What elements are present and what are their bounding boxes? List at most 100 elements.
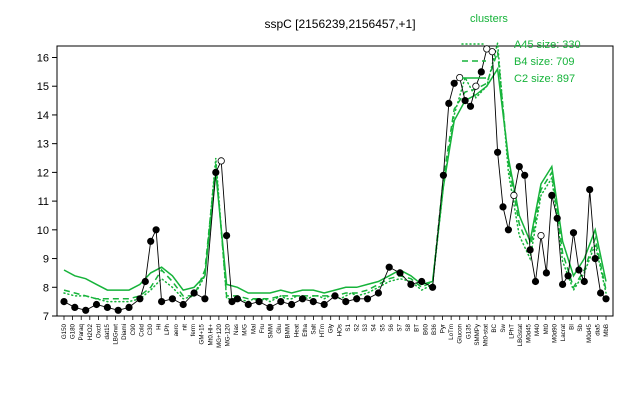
- data-point: [298, 295, 307, 303]
- x-tick-label: MG-120: [224, 323, 231, 346]
- y-tick-label: 12: [37, 167, 49, 179]
- data-point: [591, 255, 599, 263]
- points-layer: [60, 45, 610, 314]
- y-tick-label: 15: [37, 81, 49, 93]
- x-tick-label: dia5: [594, 323, 601, 335]
- x-tick-label: S5: [379, 323, 386, 331]
- data-point: [428, 283, 437, 291]
- data-point: [255, 297, 263, 306]
- data-point: [82, 306, 90, 314]
- data-point: [233, 295, 241, 303]
- x-axis: G150 G180 Paraq H2O2 Oxctl dat15 LBGrwt Diami C9…: [61, 316, 610, 348]
- x-tick-label: HOs: [336, 324, 343, 336]
- observation-line: [63, 48, 607, 311]
- x-tick-label: SMM: [267, 324, 274, 338]
- x-tick-label: BT: [414, 324, 421, 332]
- data-point: [309, 297, 317, 306]
- x-tick-label: S3: [362, 323, 369, 331]
- x-tick-label: Gly: [328, 323, 335, 333]
- y-tick-label: 7: [43, 311, 49, 323]
- x-tick-label: dat15: [104, 323, 111, 339]
- data-point: [244, 300, 252, 309]
- data-point: [531, 277, 540, 286]
- x-tick-label: Salt: [310, 324, 317, 335]
- x-tick-label: Pyr: [440, 324, 447, 333]
- x-tick-label: LBGstat: [517, 324, 524, 347]
- data-point: [103, 303, 112, 311]
- x-tick-label: Sb: [577, 323, 584, 331]
- data-point: [493, 148, 502, 156]
- data-point: [141, 277, 149, 286]
- data-point: [60, 297, 68, 306]
- x-tick-label: BC: [491, 323, 498, 332]
- x-tick-label: S1: [345, 323, 352, 331]
- data-point: [212, 168, 220, 176]
- data-point: [179, 300, 187, 309]
- data-point: [548, 191, 556, 199]
- x-tick-label: Fru: [259, 323, 266, 333]
- data-point: [466, 102, 475, 110]
- x-tick-label: M/G: [242, 324, 249, 336]
- x-tick-label: B36: [431, 323, 438, 335]
- x-tick-label: MbB: [603, 324, 610, 337]
- legend: clusters A45 size: 330 B4 size: 709 C2 s…: [461, 13, 581, 85]
- data-point: [602, 295, 610, 303]
- x-tick-label: LPhT: [508, 324, 515, 339]
- y-tick-label: 10: [37, 225, 49, 237]
- x-tick-label: Mt0.Hl+: [207, 324, 214, 346]
- x-tick-label: Paraq: [78, 323, 85, 340]
- data-point: [472, 82, 480, 90]
- x-tick-label: Glucon: [457, 323, 464, 343]
- data-point: [385, 263, 393, 271]
- x-tick-label: Sw: [500, 323, 507, 332]
- data-point: [223, 232, 231, 240]
- data-point: [320, 300, 328, 309]
- x-tick-label: Heat: [293, 324, 300, 337]
- data-point: [152, 226, 160, 234]
- x-tick-label: Glu: [276, 323, 283, 333]
- data-point: [114, 306, 122, 314]
- x-tick-label: M0d45: [586, 323, 593, 342]
- data-point: [201, 295, 209, 303]
- x-tick-label: S4: [371, 323, 378, 331]
- x-tick-label: G135: [465, 323, 472, 339]
- x-tick-label: S8: [405, 323, 412, 331]
- data-point: [92, 300, 101, 309]
- data-point: [342, 297, 350, 306]
- x-tick-label: Nas: [233, 324, 240, 335]
- data-point: [553, 214, 561, 222]
- data-point: [569, 229, 578, 237]
- data-point: [521, 171, 529, 179]
- data-point: [266, 303, 274, 311]
- x-tick-label: Mal: [250, 324, 257, 334]
- data-point: [353, 295, 361, 303]
- x-tick-label: GM+15: [199, 323, 206, 344]
- data-point: [445, 99, 453, 108]
- data-point: [504, 226, 512, 234]
- legend-label-b4: B4 size: 709: [514, 56, 575, 68]
- data-point: [542, 269, 551, 277]
- data-point: [71, 303, 79, 311]
- legend-label-c2: C2 size: 897: [514, 73, 575, 85]
- data-point: [499, 203, 507, 211]
- y-tick-label: 11: [38, 196, 49, 208]
- data-point: [450, 79, 458, 87]
- data-point: [586, 186, 594, 194]
- data-point: [407, 280, 415, 288]
- x-tick-label: M40: [534, 323, 541, 336]
- x-tick-label: SMMPy: [474, 323, 481, 346]
- y-tick-label: 13: [37, 139, 49, 151]
- x-tick-label: MG+120: [216, 323, 223, 347]
- data-point: [510, 191, 518, 199]
- series-line-dotted: [63, 42, 607, 303]
- x-tick-label: G150: [61, 323, 68, 339]
- x-tick-label: ferm: [190, 324, 197, 336]
- x-tick-label: LBGrwt: [113, 324, 120, 345]
- x-tick-label: Cold: [138, 323, 145, 336]
- x-tick-label: aero: [173, 323, 180, 336]
- legend-label-a45: A45 size: 330: [514, 39, 581, 51]
- data-point: [564, 272, 572, 280]
- data-point: [575, 266, 583, 274]
- data-point: [331, 292, 339, 300]
